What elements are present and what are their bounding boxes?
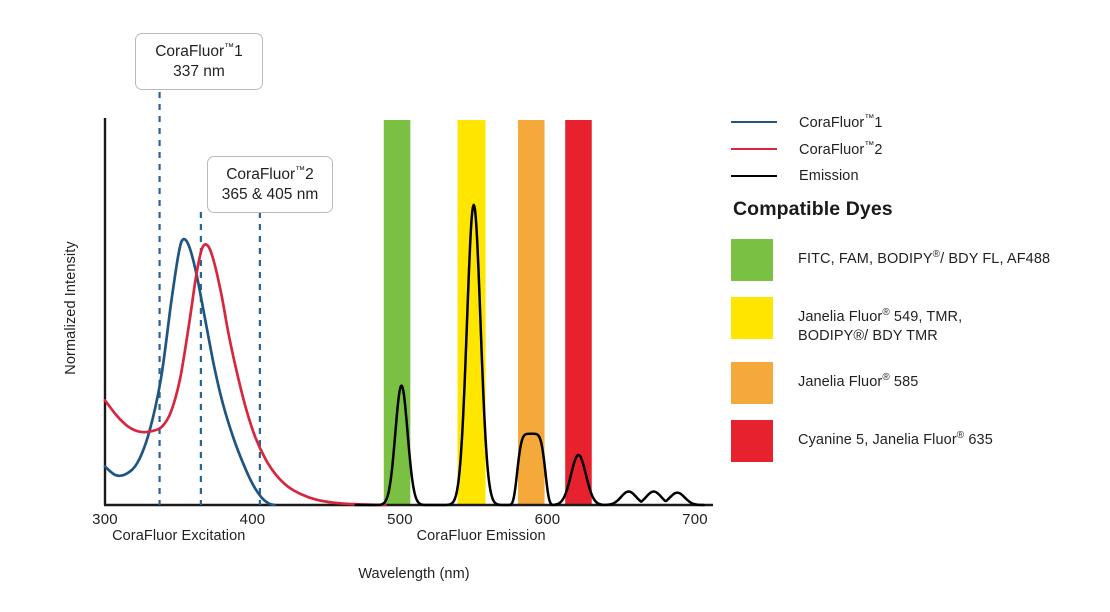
dye-color-swatch [731, 297, 773, 339]
dye-label: Janelia Fluor® 585 [798, 372, 919, 390]
dye-label: Cyanine 5, Janelia Fluor® 635 [798, 430, 993, 448]
curve-corafluor2 [103, 243, 387, 507]
x-tick-400: 400 [239, 511, 266, 528]
legend-item-2: Emission [731, 162, 1110, 189]
axis-sublabel-emission: CoraFluor Emission [416, 528, 546, 544]
registered-mark: ® [882, 372, 890, 384]
dye-row-1: Janelia Fluor® 549, TMR, BODIPY®/ BDY TM… [731, 297, 1110, 346]
registered-mark: ® [932, 249, 941, 260]
plot-canvas [103, 92, 713, 507]
dye-row-0: FITC, FAM, BODIPY®/ BDY FL, AF488 [731, 239, 1110, 281]
compatible-dyes-title: Compatible Dyes [733, 198, 893, 220]
legend-line-swatch [731, 174, 777, 177]
dye-color-swatch [731, 420, 773, 463]
registered-mark: ® [956, 430, 965, 442]
x-axis-title: Wavelength (nm) [358, 566, 470, 582]
compatible-dyes-list: FITC, FAM, BODIPY®/ BDY FL, AF488 Janelia… [731, 239, 1110, 463]
green-band [383, 120, 411, 505]
callout-line-2: 337 nm [173, 63, 225, 81]
x-tick-600: 600 [534, 511, 561, 528]
red-band [565, 120, 592, 505]
corafluor1-callout: CoraFluor™1 337 nm [135, 33, 263, 90]
registered-mark: ® [882, 307, 890, 318]
y-axis-title: Normalized Intensity [63, 241, 79, 375]
axis-sublabel-excitation: CoraFluor Excitation [112, 528, 246, 544]
legend: CoraFluor™1 CoraFluor™2 Emission [731, 108, 1110, 189]
legend-item-label: CoraFluor™1 [799, 112, 883, 131]
legend-line-swatch [731, 147, 777, 150]
legend-item-label: Emission [799, 167, 859, 184]
x-tick-700: 700 [682, 511, 708, 528]
dye-color-swatch [731, 362, 773, 405]
dye-color-swatch [731, 239, 773, 281]
trademark-mark: ™ [224, 42, 235, 53]
legend-item-0: CoraFluor™1 [731, 108, 1110, 135]
curve-emission [354, 203, 706, 507]
trademark-mark: ™ [295, 165, 306, 176]
curve-corafluor1 [103, 237, 276, 507]
callout-line-2: 365 & 405 nm [221, 186, 319, 204]
dye-row-3: Cyanine 5, Janelia Fluor® 635 [731, 420, 1110, 463]
legend-line-swatch [731, 120, 777, 123]
callout-line-1: CoraFluor™2 [226, 165, 314, 184]
corafluor2-callout: CoraFluor™2 365 & 405 nm [207, 156, 333, 213]
trademark-mark: ™ [864, 139, 875, 151]
spectra-plot: 300 400 500 600 700 CoraFluor Excitation Cora… [63, 33, 713, 582]
callout-line-1: CoraFluor™1 [155, 42, 243, 61]
trademark-mark: ™ [864, 112, 875, 124]
legend-item-1: CoraFluor™2 [731, 135, 1110, 162]
orange-band [518, 120, 545, 505]
dye-label: FITC, FAM, BODIPY®/ BDY FL, AF488 [798, 249, 1051, 267]
dye-row-2: Janelia Fluor® 585 [731, 362, 1110, 405]
x-tick-300: 300 [92, 511, 118, 528]
dye-label: Janelia Fluor® 549, TMR, BODIPY®/ BDY TM… [798, 307, 963, 344]
legend-item-label: CoraFluor™2 [799, 139, 883, 158]
x-tick-500: 500 [387, 511, 413, 528]
compatible-dyes-panel: Compatible Dyes FITC, FAM, BODIPY®/ BDY … [731, 198, 1110, 478]
